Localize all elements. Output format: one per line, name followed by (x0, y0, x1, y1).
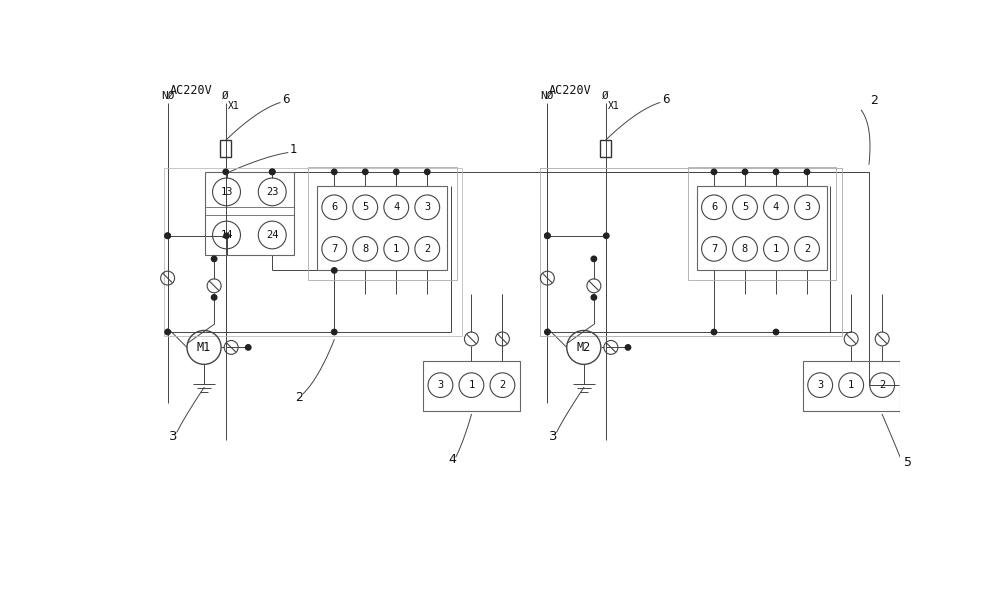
Text: 14: 14 (220, 230, 233, 240)
Text: 3: 3 (437, 380, 444, 390)
Text: 24: 24 (266, 230, 278, 240)
Text: 7: 7 (331, 244, 337, 254)
Text: 2: 2 (879, 380, 885, 390)
Text: 1: 1 (848, 380, 854, 390)
Text: M2: M2 (577, 341, 591, 354)
Circle shape (591, 256, 597, 261)
Text: 2: 2 (871, 94, 878, 107)
Bar (220, 141, 231, 157)
Circle shape (425, 169, 430, 175)
Circle shape (604, 233, 609, 239)
Text: 4: 4 (393, 202, 399, 212)
Text: 3: 3 (817, 380, 823, 390)
Text: 5: 5 (742, 202, 748, 212)
Text: NØ: NØ (161, 91, 174, 100)
Circle shape (332, 329, 337, 335)
Circle shape (211, 256, 217, 261)
Text: 4: 4 (448, 453, 456, 466)
Text: X1: X1 (608, 102, 620, 111)
Circle shape (246, 344, 251, 350)
Text: 1: 1 (468, 380, 475, 390)
Text: 1: 1 (773, 244, 779, 254)
Text: 7: 7 (711, 244, 717, 254)
Circle shape (270, 169, 275, 175)
Text: 13: 13 (220, 187, 233, 197)
Text: 1: 1 (290, 142, 298, 155)
Circle shape (332, 268, 337, 273)
Circle shape (804, 169, 810, 175)
Bar (317, 186, 447, 270)
Text: 23: 23 (266, 187, 278, 197)
Bar (600, 141, 611, 157)
Text: AC220V: AC220V (549, 84, 592, 97)
Circle shape (545, 233, 550, 239)
Text: 5: 5 (362, 202, 368, 212)
Text: 3: 3 (169, 430, 178, 443)
Circle shape (270, 169, 275, 175)
Bar (423, 361, 520, 411)
Circle shape (742, 169, 748, 175)
Text: 2: 2 (424, 244, 430, 254)
Text: 6: 6 (282, 93, 290, 106)
Bar (205, 172, 294, 255)
Circle shape (591, 295, 597, 300)
Circle shape (165, 233, 170, 239)
Circle shape (332, 169, 337, 175)
Text: 6: 6 (331, 202, 337, 212)
Text: Ø: Ø (602, 91, 609, 100)
Text: X1: X1 (228, 102, 240, 111)
Text: 4: 4 (773, 202, 779, 212)
Bar (164, 168, 462, 336)
Circle shape (545, 233, 550, 239)
Text: 2: 2 (499, 380, 506, 390)
Circle shape (211, 295, 217, 300)
Bar (803, 361, 900, 411)
Circle shape (711, 329, 717, 335)
Text: Ø: Ø (222, 91, 229, 100)
Circle shape (773, 169, 779, 175)
Text: 2: 2 (296, 391, 303, 404)
Text: 2: 2 (804, 244, 810, 254)
Circle shape (711, 169, 717, 175)
Bar (308, 167, 457, 280)
Text: AC220V: AC220V (170, 84, 212, 97)
Circle shape (773, 329, 779, 335)
Bar (697, 186, 827, 270)
Circle shape (165, 329, 170, 335)
Text: 1: 1 (393, 244, 399, 254)
Circle shape (545, 329, 550, 335)
Text: 8: 8 (362, 244, 368, 254)
Text: 8: 8 (742, 244, 748, 254)
Text: NØ: NØ (541, 91, 554, 100)
Text: 3: 3 (549, 430, 557, 443)
Text: M1: M1 (197, 341, 211, 354)
Circle shape (224, 233, 229, 239)
Text: 3: 3 (804, 202, 810, 212)
Bar (540, 168, 842, 336)
Text: 3: 3 (424, 202, 430, 212)
Circle shape (223, 169, 228, 175)
Circle shape (363, 169, 368, 175)
Circle shape (165, 233, 170, 239)
Text: 6: 6 (711, 202, 717, 212)
Text: 6: 6 (662, 93, 670, 106)
Circle shape (394, 169, 399, 175)
Circle shape (625, 344, 631, 350)
Bar (688, 167, 836, 280)
Text: 5: 5 (904, 456, 912, 469)
